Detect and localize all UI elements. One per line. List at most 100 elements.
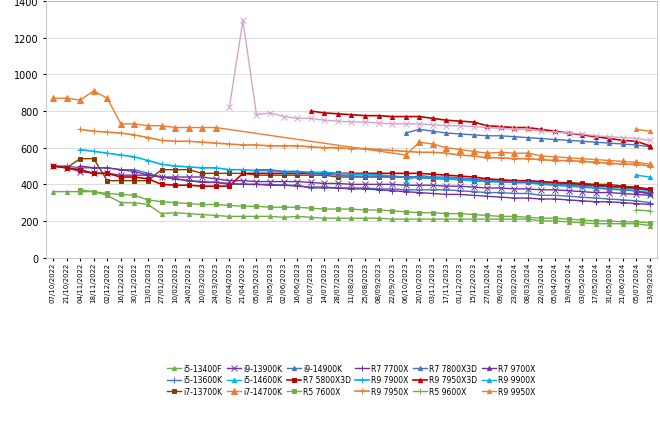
R5 7600X — [497, 214, 505, 219]
i5-13400F — [347, 216, 355, 221]
R7 7700X — [144, 173, 152, 178]
i9-13900K — [198, 175, 206, 180]
R7 7700X — [347, 187, 355, 192]
R9 7950X — [632, 162, 640, 167]
i5-13600K — [103, 166, 111, 171]
i5-13400F — [212, 213, 220, 218]
R5 7600X — [402, 210, 410, 215]
Line: i9-13900KS: i9-13900KS — [226, 18, 653, 144]
R9 7950X3D — [307, 109, 315, 114]
R7 5800X3D — [280, 171, 288, 176]
i9-13900KS — [524, 127, 532, 132]
i5-13600K — [605, 197, 613, 202]
R7 7800X3D — [591, 186, 599, 191]
i9-13900K — [510, 187, 518, 192]
R7 5800X3D — [361, 171, 369, 176]
i9-13900K — [456, 184, 464, 189]
R9 9900X — [632, 173, 640, 178]
R9 7950X3D — [510, 126, 518, 131]
R9 7950X — [103, 130, 111, 135]
i5-13400F — [429, 217, 437, 222]
R9 7900X — [456, 178, 464, 183]
Line: R7 7800X3D: R7 7800X3D — [254, 168, 652, 197]
i9-14900K — [578, 139, 586, 144]
R9 7950X — [375, 147, 383, 153]
R7 5800X3D — [510, 179, 518, 184]
i5-13400F — [307, 215, 315, 220]
R9 7950X — [266, 144, 274, 149]
R9 7950X — [361, 147, 369, 152]
R7 7800X3D — [470, 177, 478, 182]
i7-13700K — [524, 181, 532, 186]
i7-13700K — [456, 178, 464, 183]
i5-13400F — [483, 217, 491, 222]
i5-13600K — [619, 198, 627, 203]
R9 7950X — [212, 141, 220, 146]
i7-14700K — [144, 124, 152, 129]
i5-13600K — [646, 200, 654, 206]
i9-13900KS — [347, 120, 355, 126]
i9-14900K — [605, 141, 613, 146]
i9-14900K — [564, 138, 572, 144]
Line: R9 7900X: R9 7900X — [77, 147, 653, 196]
R9 7950X3D — [334, 112, 342, 117]
R7 5800X3D — [266, 171, 274, 176]
i7-13700K — [253, 173, 261, 178]
i9-13900K — [429, 183, 437, 188]
i5-13400F — [551, 219, 559, 224]
i9-13900K — [293, 180, 301, 185]
i9-13900KS — [619, 136, 627, 141]
i9-13900K — [117, 173, 125, 178]
i9-13900KS — [632, 137, 640, 142]
R7 5800X3D — [117, 175, 125, 180]
R7 7700X — [564, 198, 572, 203]
i9-13900K — [171, 175, 179, 180]
i9-14900K — [510, 135, 518, 140]
R7 5800X3D — [646, 188, 654, 193]
i7-14700K — [198, 126, 206, 131]
i5-13400F — [320, 216, 328, 221]
R7 7800X3D — [429, 175, 437, 180]
i5-13600K — [171, 177, 179, 182]
i9-13900K — [103, 171, 111, 176]
R7 7700X — [226, 181, 234, 187]
i9-14900K — [524, 136, 532, 141]
i7-13700K — [347, 175, 355, 180]
i9-14900K — [470, 133, 478, 138]
i5-13600K — [470, 190, 478, 195]
i5-13600K — [429, 188, 437, 193]
i5-13400F — [646, 224, 654, 229]
i5-13400F — [103, 194, 111, 199]
i9-13900K — [361, 182, 369, 187]
i9-14900K — [646, 145, 654, 150]
R7 5800X3D — [347, 171, 355, 176]
R7 7800X3D — [578, 184, 586, 189]
i5-14600K — [442, 177, 450, 182]
i9-13900KS — [456, 124, 464, 129]
R7 5800X3D — [185, 183, 193, 188]
i9-13900KS — [551, 130, 559, 135]
i9-13900KS — [375, 121, 383, 126]
R5 7600X — [429, 211, 437, 216]
i5-13400F — [334, 216, 342, 221]
i5-13600K — [347, 186, 355, 191]
R7 5800X3D — [470, 175, 478, 180]
R7 5800X3D — [632, 186, 640, 191]
i9-13900K — [320, 181, 328, 187]
i5-13400F — [564, 220, 572, 225]
R9 7950X — [90, 129, 98, 135]
i5-13600K — [578, 195, 586, 200]
i7-14700K — [619, 160, 627, 165]
i5-14600K — [429, 175, 437, 180]
R7 7800X3D — [388, 175, 396, 180]
i7-14700K — [158, 124, 166, 129]
i9-13900KS — [578, 132, 586, 137]
R7 5800X3D — [144, 177, 152, 182]
R7 5800X3D — [253, 171, 261, 176]
i5-13400F — [239, 214, 247, 219]
i5-13400F — [415, 217, 423, 222]
i9-14900K — [619, 142, 627, 147]
R9 7900X — [497, 180, 505, 185]
R9 7900X — [388, 174, 396, 179]
i7-14700K — [564, 156, 572, 161]
